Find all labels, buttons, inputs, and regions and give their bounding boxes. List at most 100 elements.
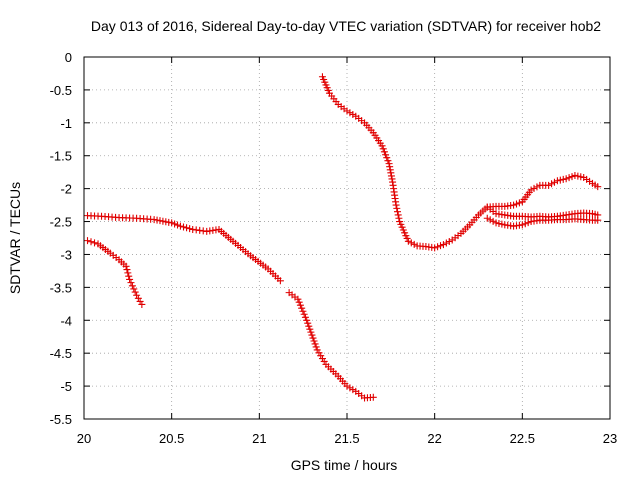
- data-point: [410, 240, 418, 248]
- y-tick-label: -1.5: [50, 149, 72, 164]
- data-point: [87, 238, 95, 246]
- data-point: [392, 201, 400, 209]
- data-point: [550, 178, 558, 186]
- data-point: [382, 151, 390, 159]
- data-point: [512, 200, 520, 208]
- y-tick-label: -4: [60, 313, 72, 328]
- grid-lines: [84, 57, 610, 419]
- y-tick-label: -0.5: [50, 83, 72, 98]
- data-point: [343, 382, 351, 390]
- data-point: [180, 223, 188, 231]
- data-point: [315, 349, 323, 357]
- x-tick-label: 21: [252, 431, 266, 446]
- data-point: [138, 300, 146, 308]
- data-point: [300, 310, 308, 318]
- data-point: [313, 346, 321, 354]
- x-tick-label: 22.5: [510, 431, 535, 446]
- x-tick-label: 20: [77, 431, 91, 446]
- plot-frame: [83, 56, 611, 420]
- data-point: [310, 337, 318, 345]
- data-point: [304, 319, 312, 327]
- data-point: [134, 294, 142, 302]
- data-point: [183, 224, 191, 232]
- data-point: [498, 220, 506, 228]
- data-point: [349, 110, 357, 118]
- data-point: [130, 285, 138, 293]
- data-point: [386, 163, 394, 171]
- data-point: [309, 334, 317, 342]
- data-point: [387, 172, 395, 180]
- data-point: [378, 142, 386, 150]
- data-point: [306, 325, 314, 333]
- data-point: [305, 322, 313, 330]
- data-point: [483, 214, 491, 222]
- data-point: [577, 173, 585, 181]
- data-point: [296, 301, 304, 309]
- y-tick-label: -5: [60, 379, 72, 394]
- y-tick-label: -1: [60, 116, 72, 131]
- data-point: [518, 221, 526, 229]
- data-point: [492, 219, 500, 227]
- data-point: [393, 208, 401, 216]
- series-track-c: [285, 289, 377, 402]
- series-track-b: [84, 237, 146, 308]
- y-tick-label: -2.5: [50, 215, 72, 230]
- data-point: [386, 166, 394, 174]
- data-point: [127, 279, 135, 287]
- data-point: [553, 177, 561, 185]
- data-point: [174, 221, 182, 229]
- data-point: [486, 216, 494, 224]
- data-point: [349, 386, 357, 394]
- data-point: [393, 204, 401, 212]
- data-point: [126, 275, 134, 283]
- data-point: [594, 183, 602, 191]
- x-tick-label: 20.5: [159, 431, 184, 446]
- data-point: [317, 352, 325, 360]
- data-point: [346, 384, 354, 392]
- data-point: [571, 171, 579, 179]
- data-point: [510, 201, 518, 209]
- data-point: [439, 241, 447, 249]
- data-point: [385, 160, 393, 168]
- data-point: [122, 262, 130, 270]
- data-point: [445, 238, 453, 246]
- data-point: [383, 154, 391, 162]
- axis-ticks: 20 20.5 21 21.5 22 22.5 23 0 -0.5 -1 -1.5 -2 -2.5 -3 -…: [50, 50, 618, 446]
- data-point: [404, 237, 412, 245]
- data-point: [307, 328, 315, 336]
- data-point: [384, 157, 392, 165]
- data-point: [407, 239, 415, 247]
- data-point: [379, 145, 387, 153]
- data-point: [84, 237, 92, 245]
- data-point: [533, 183, 541, 191]
- data-point: [548, 180, 556, 188]
- data-point: [298, 304, 306, 312]
- data-point: [125, 272, 133, 280]
- data-point: [395, 214, 403, 222]
- data-point: [131, 288, 139, 296]
- data-point: [299, 307, 307, 315]
- x-axis-label: GPS time / hours: [291, 457, 398, 473]
- data-point: [495, 220, 503, 228]
- data-point: [123, 266, 131, 274]
- data-point: [320, 357, 328, 365]
- data-point: [594, 216, 602, 224]
- data-point: [559, 175, 567, 183]
- data-point: [434, 243, 442, 251]
- data-point: [303, 316, 311, 324]
- x-tick-label: 21.5: [334, 431, 359, 446]
- data-point: [556, 176, 564, 184]
- data-point: [565, 174, 573, 182]
- data-point: [176, 222, 184, 230]
- data-point: [346, 109, 354, 117]
- data-point: [521, 220, 529, 228]
- series-track-a: [84, 212, 284, 285]
- data-point: [431, 244, 439, 252]
- data-point: [308, 331, 316, 339]
- data-point: [527, 186, 535, 194]
- data-point: [91, 239, 99, 247]
- data-points: [84, 73, 602, 402]
- data-point: [394, 211, 402, 219]
